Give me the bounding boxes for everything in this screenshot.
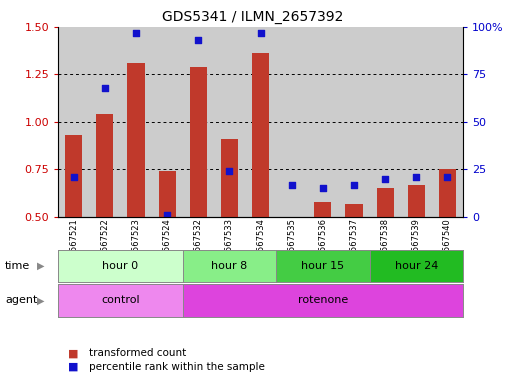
Bar [345, 204, 362, 217]
Point [412, 174, 420, 180]
Bar [65, 135, 82, 217]
Bar [407, 185, 424, 217]
Point [163, 212, 171, 218]
Text: agent: agent [5, 295, 37, 306]
Text: hour 15: hour 15 [300, 261, 344, 271]
Text: time: time [5, 261, 30, 271]
Bar [376, 189, 393, 217]
Bar [221, 139, 237, 217]
Point [442, 174, 450, 180]
Point [70, 174, 78, 180]
Text: hour 24: hour 24 [394, 261, 437, 271]
Text: ▶: ▶ [37, 295, 44, 306]
Point [318, 185, 326, 192]
Bar [158, 171, 175, 217]
Point [194, 37, 202, 43]
Text: ▶: ▶ [37, 261, 44, 271]
Text: control: control [101, 295, 139, 306]
Text: GDS5341 / ILMN_2657392: GDS5341 / ILMN_2657392 [162, 10, 343, 23]
Bar [314, 202, 331, 217]
Text: percentile rank within the sample: percentile rank within the sample [88, 362, 264, 372]
Bar [189, 67, 207, 217]
Point [287, 182, 295, 188]
Text: rotenone: rotenone [297, 295, 347, 306]
Bar [438, 169, 455, 217]
Point [132, 30, 140, 36]
Point [380, 176, 388, 182]
Point [225, 168, 233, 174]
Text: transformed count: transformed count [88, 348, 185, 358]
Text: hour 0: hour 0 [102, 261, 138, 271]
Text: ■: ■ [68, 362, 79, 372]
Bar [127, 63, 144, 217]
Text: hour 8: hour 8 [211, 261, 247, 271]
Point [349, 182, 358, 188]
Text: ■: ■ [68, 348, 79, 358]
Bar [96, 114, 113, 217]
Bar [251, 53, 269, 217]
Point [256, 30, 264, 36]
Point [100, 84, 109, 91]
